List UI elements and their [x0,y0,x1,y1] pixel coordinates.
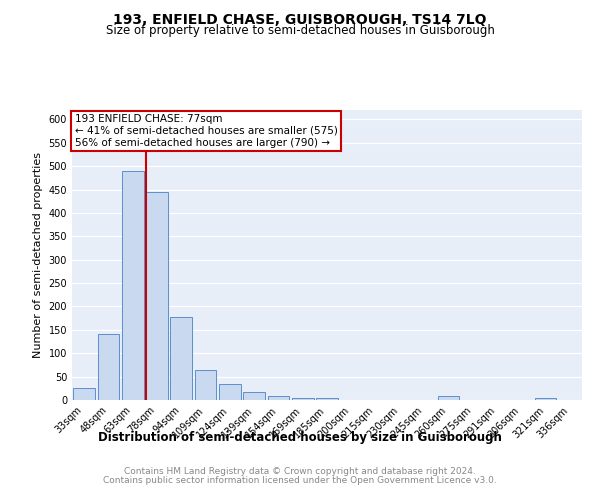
Bar [97,334,119,400]
Text: Contains public sector information licensed under the Open Government Licence v3: Contains public sector information licen… [103,476,497,485]
Text: 193 ENFIELD CHASE: 77sqm
← 41% of semi-detached houses are smaller (575)
56% of : 193 ENFIELD CHASE: 77sqm ← 41% of semi-d… [74,114,337,148]
Bar [122,171,143,400]
Text: Size of property relative to semi-detached houses in Guisborough: Size of property relative to semi-detach… [106,24,494,37]
Text: Distribution of semi-detached houses by size in Guisborough: Distribution of semi-detached houses by … [98,431,502,444]
Bar [292,398,314,400]
Bar [73,388,95,400]
Bar [243,392,265,400]
Bar [194,370,217,400]
Bar [437,396,460,400]
Text: Contains HM Land Registry data © Crown copyright and database right 2024.: Contains HM Land Registry data © Crown c… [124,467,476,476]
Bar [316,398,338,400]
Bar [535,398,556,400]
Bar [170,316,192,400]
Bar [146,192,168,400]
Bar [268,396,289,400]
Bar [219,384,241,400]
Y-axis label: Number of semi-detached properties: Number of semi-detached properties [33,152,43,358]
Text: 193, ENFIELD CHASE, GUISBOROUGH, TS14 7LQ: 193, ENFIELD CHASE, GUISBOROUGH, TS14 7L… [113,12,487,26]
